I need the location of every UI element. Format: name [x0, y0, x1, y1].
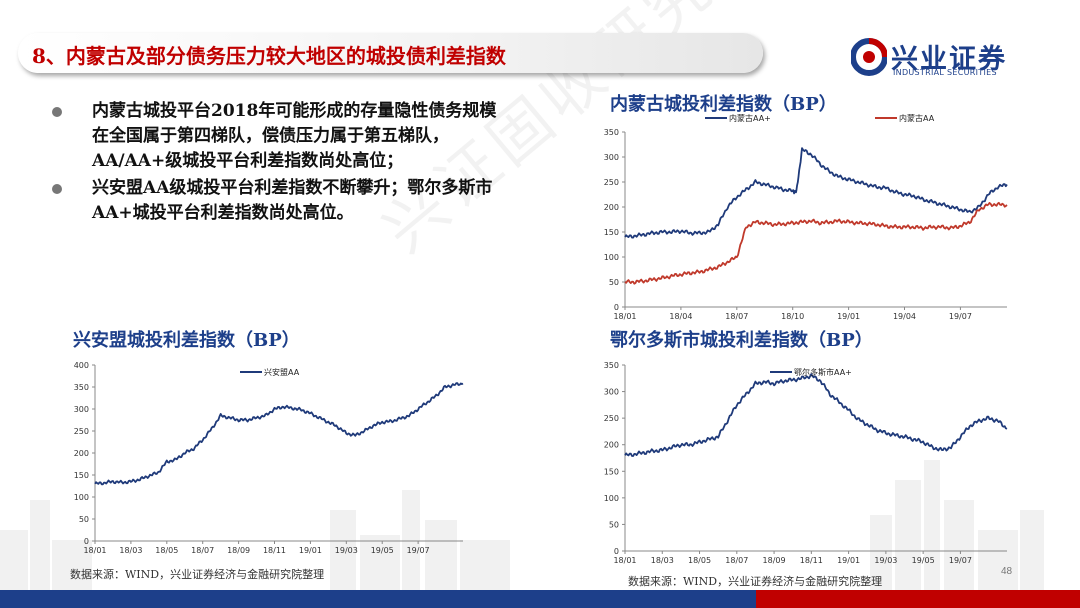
logo-name-cn: 兴业证券	[891, 44, 1007, 75]
y-tick-label: 150	[604, 467, 619, 476]
y-tick-label: 400	[74, 361, 89, 370]
y-tick-label: 350	[74, 383, 89, 392]
bullet-item: 内蒙古城投平台2018年可能形成的存量隐性债务规模在全国属于第四梯队，偿债压力属…	[50, 99, 500, 174]
y-tick-label: 200	[604, 441, 619, 450]
y-tick-label: 50	[609, 520, 619, 529]
x-tick-label: 18/09	[227, 546, 250, 555]
x-tick-label: 19/05	[912, 556, 935, 565]
y-tick-label: 0	[614, 547, 619, 556]
y-tick-label: 50	[609, 278, 619, 287]
y-tick-label: 100	[74, 493, 89, 502]
y-tick-label: 100	[604, 494, 619, 503]
x-tick-label: 19/04	[893, 312, 916, 321]
x-tick-label: 19/03	[874, 556, 897, 565]
chart-title-inner-mongolia: 内蒙古城投利差指数（BP）	[610, 94, 837, 115]
x-tick-label: 18/07	[191, 546, 214, 555]
y-tick-label: 250	[604, 178, 619, 187]
x-tick-label: 18/11	[263, 546, 286, 555]
company-logo: 兴业证券 INDUSTRIAL SECURITIES	[851, 37, 1051, 81]
y-tick-label: 150	[604, 228, 619, 237]
legend-label: 内蒙古AA	[899, 113, 935, 123]
y-tick-label: 350	[604, 128, 619, 137]
y-tick-label: 200	[604, 203, 619, 212]
bullet-text: 内蒙古城投平台2018年可能形成的存量隐性债务规模在全国属于第四梯队，偿债压力属…	[92, 101, 497, 171]
x-tick-label: 19/01	[837, 556, 860, 565]
y-tick-label: 150	[74, 471, 89, 480]
series-line-0-1	[624, 201, 1008, 285]
source-note-right: 数据来源：WIND，兴业证券经济与金融研究院整理	[628, 575, 883, 588]
x-tick-label: 19/03	[335, 546, 358, 555]
y-tick-label: 0	[84, 537, 89, 546]
y-tick-label: 0	[614, 303, 619, 312]
chart-title-xinganmeng: 兴安盟城投利差指数（BP）	[73, 330, 300, 351]
x-tick-label: 18/09	[763, 556, 786, 565]
x-tick-label: 18/07	[725, 556, 748, 565]
x-tick-label: 18/05	[155, 546, 178, 555]
footer-bar	[0, 590, 1080, 608]
source-note-left: 数据来源：WIND，兴业证券经济与金融研究院整理	[70, 568, 325, 581]
y-tick-label: 250	[74, 427, 89, 436]
y-tick-label: 200	[74, 449, 89, 458]
x-tick-label: 19/07	[949, 312, 972, 321]
x-tick-label: 18/05	[688, 556, 711, 565]
y-tick-label: 300	[604, 388, 619, 397]
chart-title-ordos: 鄂尔多斯市城投利差指数（BP）	[610, 330, 873, 351]
bullet-item: 兴安盟AA级城投平台利差指数不断攀升；鄂尔多斯市AA+城投平台利差指数尚处高位。	[50, 176, 500, 226]
bullet-dot-icon	[52, 107, 62, 117]
series-line-2-0	[624, 373, 1008, 457]
x-tick-label: 18/10	[781, 312, 804, 321]
logo-name-en: INDUSTRIAL SECURITIES	[893, 68, 997, 77]
chart-ordos: 0 50 100 150 200 250 300 350 18/01 18/03 18/05 18/0…	[604, 361, 1008, 565]
legend-label: 内蒙古AA+	[729, 113, 771, 123]
skyline-background	[0, 460, 1044, 590]
bullet-dot-icon	[52, 184, 62, 194]
x-tick-label: 18/03	[651, 556, 674, 565]
y-tick-label: 350	[604, 361, 619, 370]
x-tick-label: 19/07	[949, 556, 972, 565]
y-tick-label: 300	[74, 405, 89, 414]
series-line-1-0	[94, 382, 464, 486]
x-tick-label: 19/07	[407, 546, 430, 555]
x-tick-label: 19/01	[299, 546, 322, 555]
chart-xinganmeng: 0 50 100 150 200 250 300 350 400 18/01 18/03 18/05 1…	[74, 361, 464, 555]
chart-inner-mongolia: 0 50 100 150 200 250 300 350 18/01 18/04 18/07 18/1…	[604, 113, 1008, 321]
page-title: 8、内蒙古及部分债务压力较大地区的城投债利差指数	[32, 44, 506, 68]
header-bar: 8、内蒙古及部分债务压力较大地区的城投债利差指数	[18, 33, 763, 73]
y-tick-label: 250	[604, 414, 619, 423]
x-tick-label: 19/01	[837, 312, 860, 321]
x-tick-label: 18/07	[725, 312, 748, 321]
bullet-text: 兴安盟AA级城投平台利差指数不断攀升；鄂尔多斯市AA+城投平台利差指数尚处高位。	[92, 178, 493, 223]
bullet-list: 内蒙古城投平台2018年可能形成的存量隐性债务规模在全国属于第四梯队，偿债压力属…	[50, 99, 500, 228]
page-number: 48	[1001, 566, 1013, 577]
legend-label: 兴安盟AA	[264, 367, 300, 377]
legend-label: 鄂尔多斯市AA+	[794, 367, 852, 377]
x-tick-label: 18/03	[119, 546, 142, 555]
y-tick-label: 50	[79, 515, 89, 524]
logo-mark-icon	[851, 38, 887, 76]
x-tick-label: 18/04	[669, 312, 692, 321]
y-tick-label: 100	[604, 253, 619, 262]
x-tick-label: 18/01	[83, 546, 106, 555]
x-tick-label: 18/01	[613, 556, 636, 565]
y-tick-label: 300	[604, 153, 619, 162]
x-tick-label: 18/11	[800, 556, 823, 565]
series-line-0-0	[624, 147, 1008, 239]
x-tick-label: 19/05	[371, 546, 394, 555]
x-tick-label: 18/01	[613, 312, 636, 321]
